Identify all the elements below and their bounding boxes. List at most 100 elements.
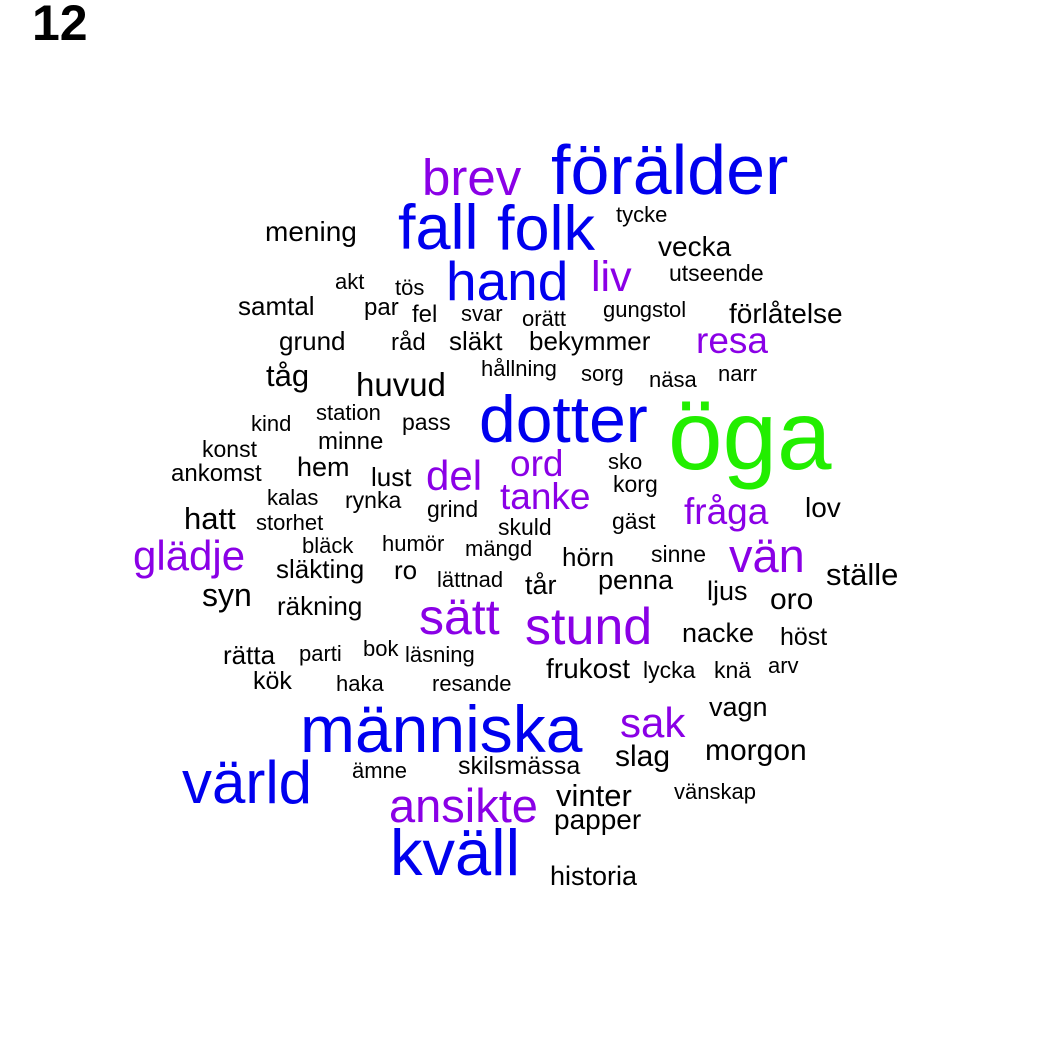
word-96: skilsmässa [458, 752, 581, 780]
word-42: sorg [581, 361, 624, 386]
word-16: fråga [684, 491, 769, 532]
word-97: vinter [556, 778, 632, 813]
word-36: grund [279, 326, 346, 356]
word-31: fel [412, 301, 438, 328]
word-95: ämne [352, 758, 408, 783]
word-47: pass [402, 409, 451, 435]
word-37: råd [391, 329, 426, 356]
word-85: kök [253, 667, 292, 695]
word-14: del [426, 452, 483, 499]
word-5: fall [398, 193, 479, 263]
word-77: oro [770, 583, 814, 616]
word-66: mängd [465, 536, 533, 561]
word-99: papper [554, 804, 642, 835]
word-44: narr [718, 361, 758, 386]
word-11: liv [591, 253, 632, 301]
word-26: utseende [669, 260, 764, 286]
word-2: förälder [551, 131, 789, 209]
word-17: glädje [133, 532, 246, 579]
word-46: station [316, 400, 381, 425]
word-78: räkning [277, 591, 363, 621]
word-94: morgon [705, 734, 807, 767]
word-13: ord [510, 443, 564, 484]
word-29: samtal [238, 291, 315, 321]
word-27: akt [335, 269, 365, 294]
word-43: näsa [649, 367, 697, 392]
word-30: par [364, 294, 399, 321]
word-79: nacke [682, 618, 755, 648]
word-58: grind [427, 496, 479, 522]
word-83: bok [363, 636, 399, 661]
word-65: humör [382, 531, 445, 556]
word-50: konst [202, 436, 257, 462]
word-54: sko [608, 449, 643, 474]
word-12: resa [696, 320, 768, 361]
word-92: vagn [709, 692, 768, 722]
word-7: hand [446, 250, 569, 312]
word-19: sätt [419, 589, 500, 645]
word-51: ankomst [171, 460, 262, 487]
word-68: sinne [651, 541, 706, 567]
word-22: ansikte [389, 779, 538, 832]
word-39: bekymmer [529, 326, 651, 356]
word-93: slag [615, 740, 671, 773]
word-81: rätta [223, 640, 276, 670]
word-69: släkting [276, 554, 365, 584]
word-45: huvud [356, 366, 446, 403]
word-48: kind [251, 411, 292, 436]
word-33: orätt [522, 306, 567, 331]
word-3: dotter [479, 382, 648, 456]
word-67: hörn [562, 542, 615, 572]
word-61: storhet [256, 510, 324, 535]
word-25: vecka [658, 231, 732, 262]
word-41: hållning [481, 356, 557, 381]
word-64: bläck [302, 533, 354, 558]
word-10: brev [422, 149, 522, 206]
word-23: mening [265, 216, 357, 247]
word-72: tår [525, 570, 557, 600]
word-59: lov [805, 492, 841, 523]
word-91: arv [768, 653, 799, 678]
word-100: historia [550, 861, 638, 891]
word-28: tös [395, 275, 425, 300]
word-49: minne [318, 428, 384, 455]
word-71: lättnad [437, 567, 504, 592]
word-21: sak [620, 699, 686, 746]
word-9: kväll [390, 816, 521, 889]
word-52: hem [297, 452, 350, 482]
word-4: människa [300, 692, 583, 766]
word-90: knä [714, 657, 752, 683]
word-8: värld [182, 749, 313, 816]
word-63: gäst [612, 508, 656, 534]
word-76: ljus [707, 576, 748, 606]
word-88: frukost [546, 653, 631, 684]
word-1: öga [668, 380, 832, 490]
word-62: skuld [498, 514, 552, 540]
word-6: folk [497, 194, 596, 264]
word-87: resande [432, 671, 512, 696]
word-38: släkt [449, 326, 503, 356]
word-75: syn [202, 577, 252, 613]
word-20: stund [525, 598, 653, 656]
word-40: tåg [266, 358, 310, 393]
word-89: lycka [643, 657, 696, 683]
word-15: tanke [500, 476, 591, 517]
word-86: haka [336, 671, 384, 696]
word-80: höst [780, 623, 828, 651]
word-53: lust [371, 462, 412, 492]
word-34: gungstol [603, 297, 687, 322]
word-35: förlåtelse [729, 298, 843, 329]
word-74: ställe [826, 557, 899, 592]
panel-label: 12 [32, 0, 88, 51]
word-60: hatt [184, 501, 236, 536]
word-57: rynka [345, 487, 402, 513]
word-18: vän [729, 529, 805, 582]
word-73: penna [598, 565, 674, 595]
word-55: korg [613, 471, 658, 497]
word-70: ro [394, 555, 418, 585]
word-84: läsning [405, 642, 475, 667]
word-98: vänskap [674, 779, 756, 804]
word-24: tycke [616, 202, 668, 227]
word-32: svar [461, 301, 503, 326]
